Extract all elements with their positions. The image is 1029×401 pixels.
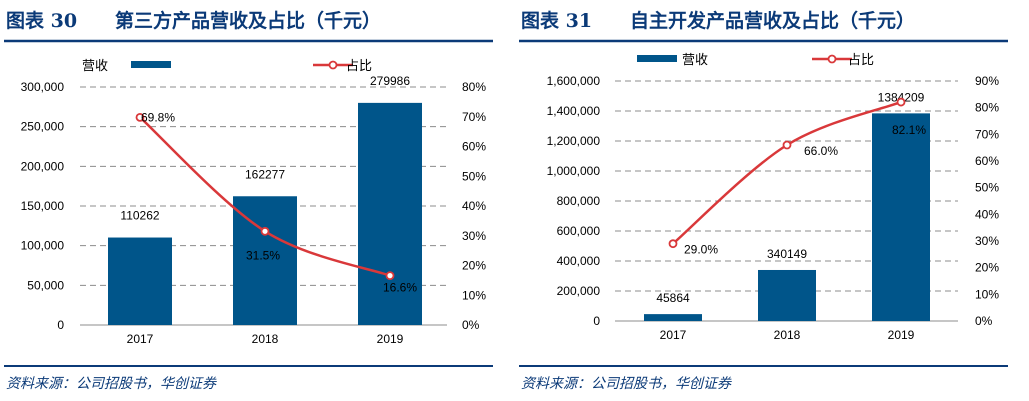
- line-data-label: 69.8%: [141, 110, 175, 124]
- y-right-tick-label: 50%: [975, 181, 999, 195]
- y-left-tick-label: 0: [593, 314, 600, 328]
- bar-data-label: 340149: [767, 247, 807, 261]
- y-right-tick-label: 60%: [975, 154, 999, 168]
- legend: 营收 占比: [82, 58, 372, 73]
- line-marker: [385, 271, 395, 281]
- line-marker: [896, 97, 906, 107]
- line-data-label: 31.5%: [246, 248, 280, 262]
- legend-bar-label: 营收: [682, 52, 708, 67]
- y-left-tick-label: 400,000: [557, 254, 601, 268]
- x-tick-label: 2018: [252, 332, 279, 346]
- y-left-tick-label: 1,000,000: [547, 164, 601, 178]
- legend: 营收 占比: [637, 52, 874, 67]
- legend-line-label: 占比: [848, 52, 874, 67]
- line-marker: [668, 239, 678, 249]
- bar: [644, 314, 702, 321]
- y-right-tick-label: 90%: [975, 74, 999, 88]
- y-left-tick-label: 300,000: [21, 80, 65, 94]
- legend-line-label: 占比: [346, 58, 372, 73]
- y-right-tick-label: 10%: [462, 288, 486, 302]
- bar: [108, 237, 172, 325]
- y-left-tick-label: 50,000: [27, 278, 64, 292]
- bar-data-label: 45864: [656, 291, 690, 305]
- y-left-tick-label: 150,000: [21, 199, 65, 213]
- y-left-tick-label: 200,000: [21, 159, 65, 173]
- y-left-tick-label: 250,000: [21, 120, 65, 134]
- line-data-label: 82.1%: [892, 123, 926, 137]
- y-right-tick-label: 0%: [462, 318, 480, 332]
- x-tick-label: 2018: [774, 328, 801, 342]
- bar-data-label: 279986: [370, 74, 410, 88]
- y-right-tick-label: 20%: [975, 261, 999, 275]
- chart-1: 图表 30 第三方产品营收及占比（千元） 资料来源：公司招股书，华创证券 0 50,00…: [4, 9, 493, 392]
- figure-label: 图表 30: [6, 9, 77, 32]
- chart-title: 图表 31 自主开发产品营收及占比（千元）: [521, 9, 915, 32]
- x-tick-label: 2019: [377, 332, 404, 346]
- bar-data-label: 1384209: [878, 90, 925, 104]
- y-right-tick-label: 40%: [975, 207, 999, 221]
- line-marker: [135, 112, 145, 122]
- legend-line-marker: [328, 60, 338, 70]
- x-tick-label: 2017: [660, 328, 687, 342]
- y-right-tick-label: 70%: [462, 110, 486, 124]
- bar: [233, 196, 297, 325]
- line-series: [672, 100, 902, 245]
- bar: [358, 102, 422, 325]
- title: 第三方产品营收及占比（千元）: [115, 9, 381, 32]
- y-left-tick-label: 200,000: [557, 284, 601, 298]
- y-right-tick-label: 80%: [975, 101, 999, 115]
- bar-data-label: 110262: [120, 209, 159, 223]
- bar: [758, 269, 816, 321]
- y-right-tick-label: 50%: [462, 169, 486, 183]
- legend-bar-swatch: [637, 55, 677, 62]
- x-tick-label: 2019: [888, 328, 915, 342]
- legend-bar-swatch: [131, 61, 171, 68]
- y-left-tick-label: 600,000: [557, 224, 601, 238]
- chart-2: 图表 31 自主开发产品营收及占比（千元） 资料来源：公司招股书，华创证券 0 200,…: [519, 9, 1008, 392]
- y-left-tick-label: 1,200,000: [547, 134, 601, 148]
- line-data-label: 16.6%: [383, 281, 417, 295]
- source-note: 资料来源：公司招股书，华创证券: [6, 376, 217, 392]
- figure-label: 图表 31: [521, 9, 592, 32]
- y-right-tick-label: 70%: [975, 127, 999, 141]
- legend-bar-label: 营收: [82, 58, 108, 73]
- line-data-label: 66.0%: [804, 144, 838, 158]
- y-right-tick-label: 60%: [462, 140, 486, 154]
- y-left-tick-label: 1,400,000: [547, 104, 601, 118]
- y-right-tick-label: 30%: [462, 229, 486, 243]
- chart-title: 图表 30 第三方产品营收及占比（千元）: [6, 9, 381, 32]
- y-right-tick-label: 10%: [975, 287, 999, 301]
- x-tick-label: 2017: [127, 332, 154, 346]
- y-left-tick-label: 800,000: [557, 194, 601, 208]
- y-right-tick-label: 0%: [975, 314, 993, 328]
- line-marker: [260, 226, 270, 236]
- y-right-tick-label: 30%: [975, 234, 999, 248]
- y-right-tick-label: 40%: [462, 199, 486, 213]
- line-marker: [782, 140, 792, 150]
- y-right-tick-label: 80%: [462, 80, 486, 94]
- y-left-tick-label: 0: [57, 318, 64, 332]
- source-note: 资料来源：公司招股书，华创证券: [521, 376, 732, 392]
- line-data-label: 29.0%: [684, 243, 718, 257]
- title: 自主开发产品营收及占比（千元）: [630, 9, 915, 32]
- legend-line-marker: [827, 54, 837, 64]
- y-left-tick-label: 1,600,000: [547, 74, 601, 88]
- bar: [872, 113, 930, 321]
- bar-data-label: 162277: [245, 167, 285, 181]
- y-left-tick-label: 100,000: [21, 239, 65, 253]
- y-right-tick-label: 20%: [462, 259, 486, 273]
